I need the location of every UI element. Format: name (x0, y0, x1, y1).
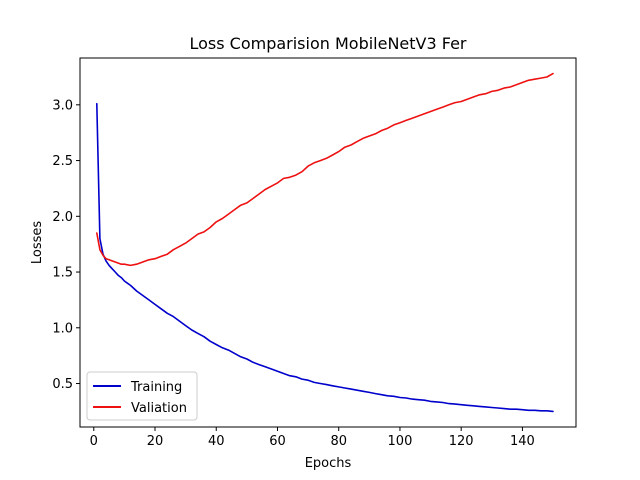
x-tick-label: 140 (510, 434, 535, 449)
x-axis-label: Epochs (305, 456, 352, 471)
y-tick-label: 2.0 (52, 210, 73, 225)
plot-frame (79, 57, 577, 428)
chart-title: Loss Comparision MobileNetV3 Fer (189, 34, 466, 53)
series-layer (96, 72, 554, 413)
y-tick-label: 2.5 (52, 154, 73, 169)
y-tick-label: 0.5 (52, 377, 73, 392)
y-axis-ticks: 0.5 1.0 1.5 2.0 2.5 3.0 (52, 98, 80, 392)
x-tick-label: 60 (269, 434, 286, 449)
x-tick-label: 40 (208, 434, 225, 449)
series-line-valiation (96, 72, 554, 267)
legend-label-training: Training (130, 380, 182, 395)
x-axis-ticks: 0 20 40 60 80 100 120 140 (90, 427, 535, 449)
x-tick-label: 0 (90, 434, 98, 449)
x-tick-label: 20 (147, 434, 164, 449)
series-line-training (96, 102, 554, 413)
legend-label-valiation: Valiation (131, 401, 187, 416)
y-tick-label: 3.0 (52, 98, 73, 113)
y-tick-label: 1.5 (52, 266, 73, 281)
x-tick-label: 120 (449, 434, 474, 449)
y-axis-label: Losses (30, 221, 45, 265)
x-tick-label: 100 (388, 434, 413, 449)
legend: Training Valiation (86, 371, 198, 421)
y-tick-label: 1.0 (52, 321, 73, 336)
x-tick-label: 80 (330, 434, 347, 449)
